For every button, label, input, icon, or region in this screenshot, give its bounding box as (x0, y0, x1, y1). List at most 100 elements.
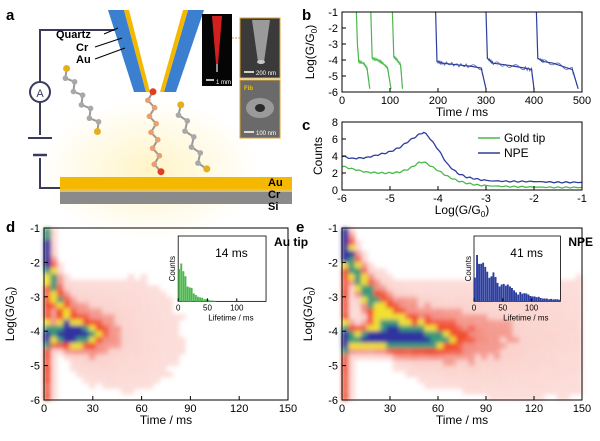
heat-cell (462, 325, 469, 332)
heat-cell (563, 285, 570, 292)
heat-cell (101, 291, 109, 298)
heat-cell (417, 279, 425, 286)
heat-cell (101, 319, 109, 326)
heat-cell (82, 302, 90, 309)
heat-cell (525, 342, 533, 349)
heat-cell (379, 285, 387, 292)
heat-cell (443, 382, 450, 390)
heat-cell (474, 377, 482, 384)
heat-cell (525, 319, 533, 326)
heat-cell (544, 319, 551, 326)
molecule-atom (151, 104, 158, 111)
heat-cell (127, 377, 135, 384)
heat-cell (531, 302, 539, 309)
layer-label-cr: Cr (76, 42, 89, 54)
inset-xtick-label: 50 (203, 303, 212, 312)
heat-cell (569, 314, 577, 321)
heat-cell (56, 302, 64, 309)
heat-cell (373, 279, 381, 286)
inset-bar (533, 296, 536, 302)
heat-cell (367, 314, 375, 321)
heat-cell (493, 314, 501, 321)
heat-cell (455, 382, 463, 390)
heat-cell (506, 308, 514, 315)
heat-cell (114, 308, 122, 315)
heat-cell (63, 342, 71, 349)
heat-cell (127, 314, 135, 321)
heat-cell (166, 302, 173, 309)
heat-cell (76, 314, 84, 321)
inset-bar (543, 298, 546, 302)
heat-cell (398, 308, 406, 315)
heat-cell (146, 325, 154, 332)
heat-cell (56, 342, 64, 349)
heat-cell (342, 302, 349, 309)
panel-label-a: a (6, 7, 15, 24)
heat-cell (88, 342, 96, 349)
heat-cell (348, 388, 356, 395)
inset-xtick-label: 0 (176, 303, 181, 312)
heat-cell (493, 325, 501, 332)
heatmap-cells-d (44, 228, 186, 401)
heat-cell (82, 319, 90, 326)
heat-cell (550, 325, 558, 332)
heat-cell (487, 382, 495, 390)
heat-cell (563, 348, 570, 355)
heat-cell (386, 331, 394, 338)
tip-left-wall (108, 10, 150, 92)
heat-cell (443, 314, 450, 321)
heat-cell (50, 285, 58, 292)
heat-cell (575, 325, 583, 332)
heat-cell (373, 336, 381, 344)
heat-cell (95, 314, 103, 321)
heat-cell (44, 319, 51, 326)
heat-cell (342, 228, 349, 235)
heat-cell (436, 279, 444, 286)
heat-cell (121, 377, 129, 384)
heat-cell (531, 388, 539, 395)
heat-cell (166, 348, 173, 355)
substrate-label-si: Si (268, 201, 278, 213)
heat-cell (525, 365, 533, 372)
heat-cell (537, 308, 545, 315)
heat-cell (424, 354, 431, 361)
heat-cell (121, 331, 129, 338)
heat-cell (569, 359, 577, 367)
heat-cell (354, 279, 362, 286)
heat-cell (487, 377, 495, 384)
heat-cell (550, 342, 558, 349)
inset-bar (511, 288, 513, 302)
heat-cell (462, 359, 469, 367)
heat-cell (544, 302, 551, 309)
heat-cell (88, 296, 96, 304)
heat-cell (360, 268, 368, 275)
heat-cell (525, 354, 533, 361)
heat-cell (506, 336, 514, 344)
heat-cell (56, 325, 64, 332)
heat-cell (146, 382, 154, 390)
heat-cell (159, 359, 167, 367)
heat-cell (348, 273, 356, 281)
heat-cell (398, 331, 406, 338)
heat-cell (493, 342, 501, 349)
heat-cell (146, 296, 154, 304)
heat-cell (474, 371, 482, 378)
heat-cell (575, 388, 583, 395)
heat-cell (56, 336, 64, 344)
heat-cell (367, 268, 375, 275)
c-xtick-label: -1 (577, 193, 587, 205)
heat-cell (146, 302, 154, 309)
heat-cell (405, 354, 413, 361)
molecule-atom (87, 105, 94, 112)
inset-bar (552, 299, 555, 302)
heat-cell (379, 308, 387, 315)
c-ytick-label: 0 (332, 185, 338, 197)
heat-cell (474, 319, 482, 326)
heat-cell (405, 314, 413, 321)
heat-cell (121, 308, 129, 315)
heat-cell (506, 325, 514, 332)
micrograph-fib-apex: Fib 100 nm (239, 79, 281, 139)
heat-cell (367, 296, 375, 304)
heat-cell (512, 302, 520, 309)
heat-cell (50, 348, 58, 355)
